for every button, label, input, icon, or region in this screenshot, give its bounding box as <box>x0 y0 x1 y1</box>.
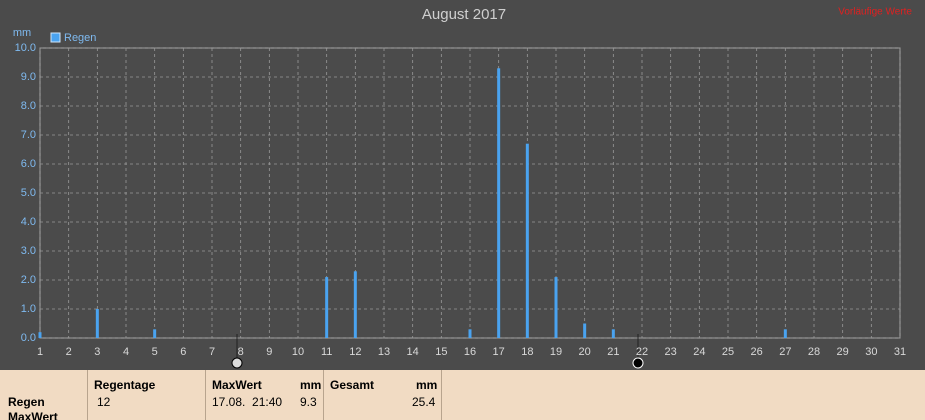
x-tick-label: 11 <box>321 346 332 358</box>
bar <box>783 329 787 338</box>
bar <box>325 277 329 338</box>
bar <box>353 271 357 338</box>
unit: mm <box>416 378 438 392</box>
bar <box>497 68 501 339</box>
x-tick-label: 25 <box>722 346 734 358</box>
x-tick-label: 18 <box>521 346 533 358</box>
x-tick-label: 13 <box>378 346 390 358</box>
cell: 17.08. 21:40 <box>212 395 283 409</box>
y-tick-label: 7.0 <box>21 129 36 141</box>
x-tick-label: 16 <box>464 346 476 358</box>
moon-full <box>231 334 243 369</box>
separator <box>441 370 442 420</box>
header: Regentage <box>94 378 156 392</box>
moon-new <box>632 334 644 369</box>
y-tick-label: 8.0 <box>21 100 36 112</box>
row-label: Regen <box>8 395 45 409</box>
separator <box>323 370 324 420</box>
x-tick-label: 27 <box>779 346 791 358</box>
x-tick-label: 29 <box>837 346 849 358</box>
header: MaxWert <box>212 378 262 392</box>
bar <box>525 143 529 338</box>
separator <box>205 370 206 420</box>
unit: mm <box>300 378 322 392</box>
bar <box>468 329 472 338</box>
x-tick-label: 14 <box>407 346 419 358</box>
x-tick-label: 12 <box>349 346 361 358</box>
y-tick-label: 0.0 <box>21 332 36 344</box>
x-tick-label: 20 <box>579 346 591 358</box>
y-tick-label: 9.0 <box>21 71 36 83</box>
x-tick-label: 24 <box>693 346 705 358</box>
bar <box>611 329 615 338</box>
x-tick-label: 23 <box>665 346 677 358</box>
chart-title: August 2017 <box>422 6 506 23</box>
y-unit: mm <box>13 27 31 39</box>
x-tick-label: 21 <box>607 346 619 358</box>
x-tick-label: 6 <box>180 346 186 358</box>
note: Vorläufige Werte <box>838 7 912 18</box>
x-tick-label: 30 <box>865 346 877 358</box>
separator <box>87 370 88 420</box>
x-tick-label: 22 <box>636 346 648 358</box>
x-tick-label: 7 <box>209 346 215 358</box>
bar <box>38 332 42 338</box>
x-tick-label: 8 <box>238 346 244 358</box>
header: Gesamt <box>330 378 375 392</box>
y-tick-label: 3.0 <box>21 245 36 257</box>
cell: 9.3 <box>300 395 317 409</box>
y-tick-label: 2.0 <box>21 274 36 286</box>
bar <box>153 329 157 338</box>
y-tick-label: 6.0 <box>21 158 36 170</box>
x-tick-label: 28 <box>808 346 820 358</box>
x-tick-label: 4 <box>123 346 129 358</box>
x-tick-label: 3 <box>94 346 100 358</box>
x-tick-label: 10 <box>292 346 304 358</box>
y-tick-label: 5.0 <box>21 187 36 199</box>
cell: 12 <box>97 395 111 409</box>
bar <box>554 277 558 338</box>
x-tick-label: 19 <box>550 346 562 358</box>
x-tick-label: 31 <box>894 346 906 358</box>
x-tick-label: 15 <box>435 346 447 358</box>
y-tick-label: 1.0 <box>21 303 36 315</box>
y-tick-label: 4.0 <box>21 216 36 228</box>
summary-panel: Regen MaxWert Regentage 12 MaxWert mm 17… <box>0 370 925 420</box>
chart: August 2017 Vorläufige Werte mm Regen 0.… <box>13 6 912 369</box>
legend-swatch <box>50 32 61 43</box>
x-tick-label: 17 <box>493 346 505 358</box>
bar <box>95 309 99 338</box>
x-tick-label: 26 <box>751 346 763 358</box>
x-tick-label: 2 <box>66 346 72 358</box>
legend-label: Regen <box>64 32 96 44</box>
x-tick-label: 9 <box>266 346 272 358</box>
cell: 25.4 <box>412 395 436 409</box>
x-tick-label: 1 <box>37 346 43 358</box>
bar <box>583 323 587 338</box>
y-tick-label: 10.0 <box>15 42 36 54</box>
x-tick-label: 5 <box>152 346 158 358</box>
row-label: MaxWert <box>8 410 58 420</box>
